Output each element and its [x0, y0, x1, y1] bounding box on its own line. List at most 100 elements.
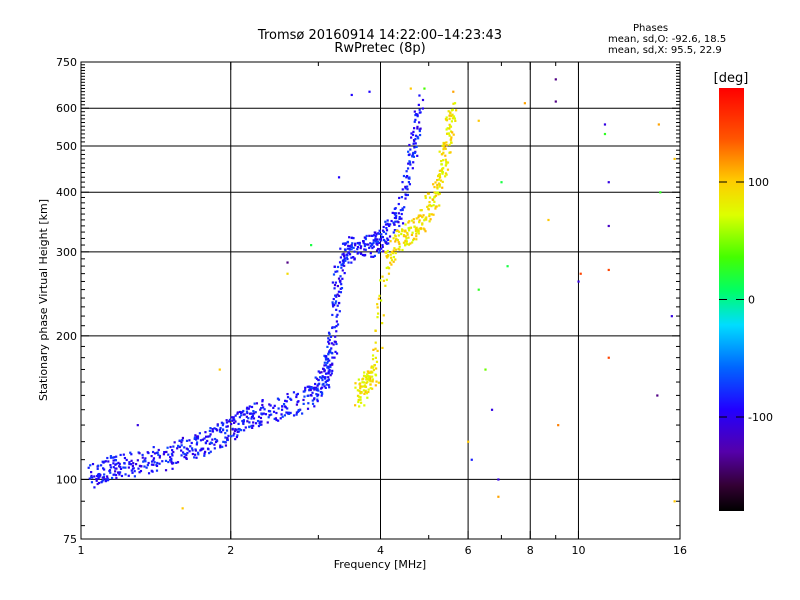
- data-point: [90, 474, 93, 478]
- data-point: [96, 467, 99, 470]
- data-point: [115, 455, 118, 458]
- phases-o-stats: mean, sd,O: -92.6, 18.5: [608, 34, 727, 45]
- data-point: [431, 198, 434, 201]
- data-point: [443, 142, 446, 145]
- data-point: [441, 186, 444, 189]
- data-point: [185, 453, 188, 457]
- data-point: [103, 468, 106, 471]
- data-point: [403, 234, 406, 237]
- data-point: [523, 102, 526, 105]
- data-point: [183, 452, 186, 456]
- data-point: [358, 389, 361, 393]
- data-point: [406, 231, 409, 235]
- data-point: [354, 386, 357, 389]
- data-point: [436, 178, 439, 182]
- data-point: [104, 478, 107, 481]
- data-point: [408, 177, 411, 180]
- data-point: [412, 238, 415, 242]
- data-point: [378, 248, 381, 251]
- data-point: [393, 213, 397, 216]
- data-point: [371, 358, 375, 361]
- data-point: [122, 466, 125, 469]
- data-point: [237, 430, 240, 433]
- data-point: [232, 434, 235, 437]
- data-point: [477, 288, 480, 291]
- data-point: [434, 191, 437, 195]
- data-point: [340, 283, 343, 286]
- data-point: [266, 421, 269, 424]
- data-point: [374, 384, 377, 387]
- data-point: [261, 400, 264, 403]
- data-point: [180, 441, 183, 444]
- data-point: [441, 159, 445, 162]
- data-point: [91, 462, 95, 466]
- data-point: [244, 426, 247, 429]
- data-point: [112, 456, 115, 459]
- data-point: [225, 419, 228, 422]
- data-point: [336, 313, 339, 316]
- data-point: [127, 474, 130, 477]
- data-point: [423, 219, 426, 222]
- data-point: [368, 90, 371, 93]
- data-point: [328, 369, 331, 372]
- data-point: [387, 242, 390, 245]
- y-tick-label: 200: [56, 330, 77, 343]
- data-point: [279, 417, 282, 420]
- data-point: [209, 433, 212, 436]
- data-point: [245, 410, 249, 413]
- data-point: [382, 279, 385, 282]
- data-point: [246, 411, 249, 415]
- data-point: [99, 473, 102, 477]
- data-point: [506, 265, 509, 268]
- data-point: [398, 217, 401, 220]
- data-point: [128, 461, 131, 464]
- data-point: [188, 439, 191, 442]
- data-point: [112, 466, 115, 469]
- data-point: [268, 410, 271, 413]
- data-point: [172, 445, 175, 448]
- data-point: [224, 444, 228, 447]
- data-point: [186, 448, 190, 451]
- data-point: [95, 478, 98, 481]
- data-point: [327, 352, 330, 355]
- data-point: [236, 411, 239, 414]
- data-point: [321, 367, 325, 370]
- data-point: [175, 461, 178, 464]
- data-point: [430, 213, 433, 216]
- data-point: [405, 176, 408, 179]
- data-point: [428, 214, 431, 218]
- data-point: [323, 361, 326, 364]
- data-point: [425, 216, 428, 219]
- data-point: [409, 226, 413, 229]
- data-point: [397, 241, 400, 244]
- data-point: [389, 240, 392, 243]
- data-point: [378, 232, 381, 235]
- data-point: [436, 186, 439, 189]
- data-point: [363, 381, 366, 384]
- data-point: [383, 240, 387, 243]
- data-point: [405, 240, 408, 243]
- data-point: [401, 207, 404, 210]
- data-point: [336, 293, 339, 296]
- data-point: [183, 446, 186, 449]
- data-point: [225, 429, 229, 432]
- data-point: [331, 301, 334, 304]
- data-point: [235, 435, 238, 439]
- data-point: [259, 423, 262, 426]
- data-point: [316, 400, 319, 403]
- data-point: [336, 304, 339, 307]
- data-point: [467, 440, 470, 443]
- data-point: [343, 254, 346, 257]
- data-point: [449, 130, 453, 133]
- data-point: [366, 396, 369, 399]
- data-point: [194, 449, 197, 452]
- data-point: [321, 392, 324, 395]
- data-point: [114, 459, 118, 462]
- data-point: [436, 191, 439, 194]
- data-point: [343, 242, 346, 245]
- data-point: [392, 231, 395, 234]
- data-point: [420, 209, 423, 212]
- data-point: [332, 297, 335, 301]
- data-point: [208, 452, 211, 455]
- data-point: [396, 238, 399, 242]
